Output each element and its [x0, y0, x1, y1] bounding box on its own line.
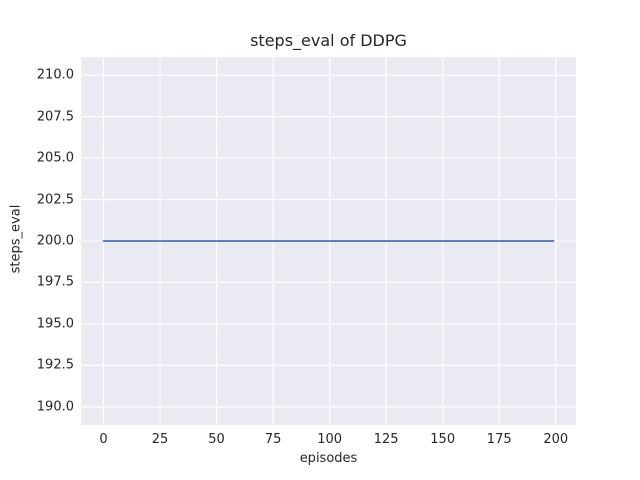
y-tick-label: 200.0: [36, 233, 74, 249]
x-tick-label: 25: [151, 432, 169, 447]
x-tick-label: 125: [373, 432, 399, 447]
y-tick-label: 207.5: [36, 109, 74, 125]
x-tick-label: 100: [317, 432, 343, 447]
x-tick-label: 50: [208, 432, 225, 447]
x-tick-label: 150: [430, 432, 456, 447]
x-tick-label: 175: [486, 432, 512, 447]
chart-title: steps_eval of DDPG: [250, 31, 407, 50]
x-axis-label: episodes: [299, 451, 358, 466]
y-tick-label: 197.5: [36, 274, 74, 290]
x-tick-label: 0: [99, 432, 108, 447]
line-chart: [81, 57, 576, 425]
y-tick-label: 195.0: [36, 316, 74, 332]
y-tick-label: 210.0: [36, 67, 74, 83]
plot-area: [81, 57, 576, 425]
y-tick-label: 190.0: [36, 399, 74, 415]
x-tick-label: 200: [543, 432, 569, 447]
y-tick-label: 192.5: [36, 357, 74, 373]
y-tick-label: 202.5: [36, 192, 74, 208]
y-tick-label: 205.0: [36, 150, 74, 166]
x-tick-label: 75: [264, 432, 282, 447]
